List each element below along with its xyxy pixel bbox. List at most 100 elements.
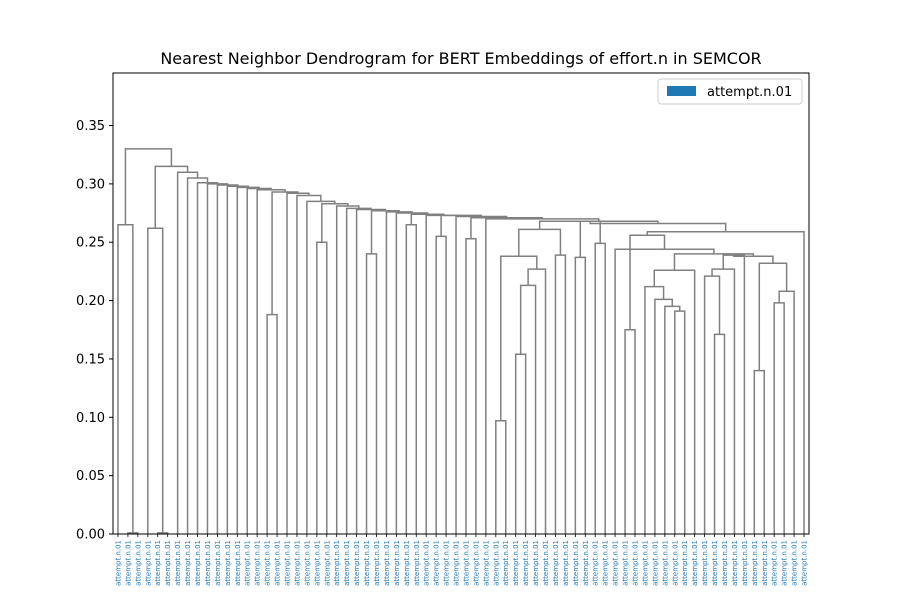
leaf-label: attempt.n.01: [731, 540, 739, 586]
leaf-label: attempt.n.01: [592, 540, 600, 586]
legend: attempt.n.01: [657, 78, 803, 105]
dendrogram-link: [653, 269, 696, 534]
leaf-label: attempt.n.01: [343, 540, 351, 586]
leaf-label: attempt.n.01: [632, 540, 640, 586]
leaf-label: attempt.n.01: [303, 540, 311, 586]
leaf-label: attempt.n.01: [502, 540, 510, 586]
leaf-label: attempt.n.01: [671, 540, 679, 586]
dendrogram-link: [236, 186, 260, 534]
dendrogram-link: [500, 255, 538, 421]
leaf-label: attempt.n.01: [741, 540, 749, 586]
leaf-label: attempt.n.01: [363, 540, 371, 586]
leaf-label: attempt.n.01: [144, 540, 152, 586]
leaf-label: attempt.n.01: [373, 540, 381, 586]
leaf-label: attempt.n.01: [204, 540, 212, 586]
leaf-label: attempt.n.01: [711, 540, 719, 586]
leaf-label: attempt.n.01: [194, 540, 202, 586]
legend-box: [657, 78, 803, 105]
leaf-label: attempt.n.01: [781, 540, 789, 586]
leaf-label: attempt.n.01: [433, 540, 441, 586]
leaf-label: attempt.n.01: [443, 540, 451, 586]
leaf-label: attempt.n.01: [184, 540, 192, 586]
y-tick-label: 0.25: [76, 236, 105, 251]
dendrogram-link: [156, 532, 169, 534]
leaf-label: attempt.n.01: [293, 540, 301, 586]
leaf-label: attempt.n.01: [801, 540, 809, 586]
leaf-label: attempt.n.01: [164, 540, 172, 586]
leaf-label: attempt.n.01: [353, 540, 361, 586]
dendrogram-links: [117, 148, 805, 534]
leaf-label: attempt.n.01: [134, 540, 142, 586]
leaf-label: attempt.n.01: [701, 540, 709, 586]
dendrogram-link: [321, 202, 349, 243]
leaf-labels: attempt.n.01 attempt.n.01 attempt.n.01 atte…: [114, 534, 809, 586]
leaf-label: attempt.n.01: [771, 540, 779, 586]
y-tick-label: 0.20: [76, 294, 105, 309]
leaf-label: attempt.n.01: [532, 540, 540, 586]
leaf-label: attempt.n.01: [622, 540, 630, 586]
leaf-label: attempt.n.01: [492, 540, 500, 586]
dendrogram-link: [711, 268, 736, 534]
dendrogram-link: [594, 242, 606, 534]
y-tick-label: 0.15: [76, 352, 105, 367]
y-tick-label: 0.30: [76, 177, 105, 192]
leaf-label: attempt.n.01: [403, 540, 411, 586]
leaf-label: attempt.n.01: [522, 540, 530, 586]
leaf-label: attempt.n.01: [413, 540, 421, 586]
leaf-label: attempt.n.01: [462, 540, 470, 586]
leaf-label: attempt.n.01: [264, 540, 272, 586]
leaf-label: attempt.n.01: [582, 540, 590, 586]
leaf-label: attempt.n.01: [383, 540, 391, 586]
dendrogram-link: [117, 223, 134, 534]
dendrogram-link: [554, 254, 567, 534]
legend-label: attempt.n.01: [707, 85, 792, 100]
leaf-label: attempt.n.01: [274, 540, 282, 586]
leaf-label: attempt.n.01: [562, 540, 570, 586]
leaf-label: attempt.n.01: [154, 540, 162, 586]
legend-swatch: [667, 86, 696, 96]
dendrogram-link: [365, 253, 378, 534]
dendrogram-link: [127, 532, 139, 534]
leaf-label: attempt.n.01: [333, 540, 341, 586]
leaf-label: attempt.n.01: [641, 540, 649, 586]
leaf-label: attempt.n.01: [313, 540, 321, 586]
dendrogram-link: [176, 171, 199, 534]
dendrogram-link: [410, 213, 445, 225]
dendrogram-link: [778, 290, 795, 534]
leaf-label: attempt.n.01: [472, 540, 480, 586]
leaf-label: attempt.n.01: [552, 540, 560, 586]
leaf-label: attempt.n.01: [284, 540, 292, 586]
dendrogram-link: [147, 227, 164, 534]
dendrogram-link: [425, 214, 462, 534]
dendrogram-link: [753, 369, 766, 534]
leaf-label: attempt.n.01: [761, 540, 769, 586]
leaf-label: attempt.n.01: [453, 540, 461, 586]
y-tick-label: 0.35: [76, 119, 105, 134]
leaf-label: attempt.n.01: [124, 540, 132, 586]
dendrogram-link: [256, 188, 286, 534]
leaf-label: attempt.n.01: [661, 540, 669, 586]
dendrogram-link: [385, 211, 413, 534]
y-axis: 0.00 0.05 0.10 0.15 0.20 0.25 0.30 0.35: [76, 119, 113, 543]
leaf-label: attempt.n.01: [602, 540, 610, 586]
leaf-label: attempt.n.01: [721, 540, 729, 586]
leaf-label: attempt.n.01: [512, 540, 520, 586]
leaf-label: attempt.n.01: [224, 540, 232, 586]
chart-title: Nearest Neighbor Dendrogram for BERT Emb…: [160, 49, 761, 68]
dendrogram-link: [246, 187, 272, 534]
leaf-label: attempt.n.01: [482, 540, 490, 586]
leaf-label: attempt.n.01: [214, 540, 222, 586]
dendrogram-link: [527, 268, 547, 534]
leaf-label: attempt.n.01: [572, 540, 580, 586]
leaf-label: attempt.n.01: [681, 540, 689, 586]
dendrogram-link: [673, 253, 755, 271]
leaf-label: attempt.n.01: [174, 540, 182, 586]
leaf-label: attempt.n.01: [651, 540, 659, 586]
dendrogram-link: [518, 228, 562, 257]
dendrogram-link: [465, 237, 477, 534]
dendrogram-link: [405, 223, 418, 534]
leaf-label: attempt.n.01: [323, 540, 331, 586]
y-tick-label: 0.10: [76, 411, 105, 426]
leaf-label: attempt.n.01: [423, 540, 431, 586]
leaf-label: attempt.n.01: [254, 540, 262, 586]
